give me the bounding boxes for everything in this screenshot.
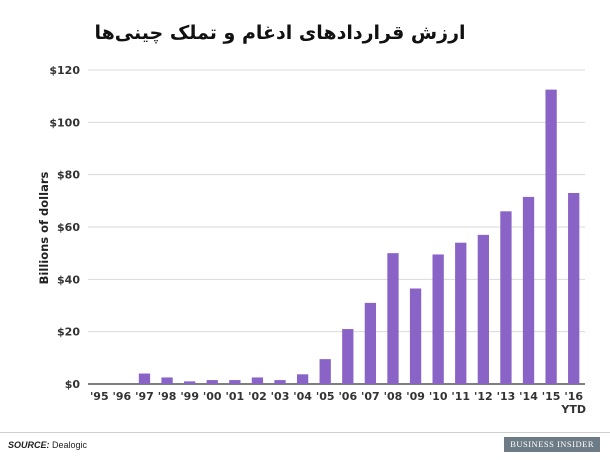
y-tick-label: $40 (57, 273, 80, 286)
x-tick-label: '02 (248, 390, 267, 403)
business-insider-logo: BUSINESS INSIDER (504, 437, 600, 452)
x-tick-label: '95 (90, 390, 109, 403)
bar (545, 89, 557, 384)
y-tick-label: $0 (65, 378, 81, 391)
x-tick-label: '07 (361, 390, 380, 403)
y-tick-label: $120 (49, 64, 80, 77)
y-tick-label: $20 (57, 326, 80, 339)
bar (138, 373, 151, 384)
bar (296, 374, 309, 384)
x-tick-label: '12 (474, 390, 493, 403)
bar (409, 288, 422, 384)
x-axis-ticks: '95 '96'97 '98'99 '00'01 '02 '03'04 '05'06 '07 '… (90, 390, 586, 416)
bar (522, 196, 535, 384)
bar (342, 329, 354, 384)
x-tick-label: '13 (497, 390, 516, 403)
x-tick-label: '98 (158, 390, 177, 403)
bar (229, 380, 241, 384)
x-tick-label: '16 (564, 390, 583, 403)
x-tick-sublabel: YTD (560, 403, 586, 416)
bar (432, 254, 444, 384)
bar-chart: $0 $20 $40 $60 $80 $100 $120 '95 '96'97 '98'99 '0… (37, 64, 586, 416)
bar (500, 211, 512, 384)
bar (161, 377, 173, 384)
bar (387, 253, 399, 384)
chart-title: ارزش قراردادهای ادغام و تملک چینی‌ها (94, 22, 466, 44)
x-tick-label: '03 (271, 390, 290, 403)
footer-divider (0, 432, 610, 433)
bar (274, 380, 286, 384)
bar (184, 381, 196, 384)
x-tick-label: '05 (316, 390, 335, 403)
source-label: SOURCE: (8, 440, 50, 450)
source-value: Dealogic (52, 440, 88, 450)
bar (364, 302, 377, 384)
x-tick-label: '11 (451, 390, 470, 403)
y-tick-label: $80 (57, 169, 80, 182)
source-note: SOURCE: Dealogic (8, 440, 87, 450)
bar (206, 380, 218, 384)
x-tick-label: '04 (293, 390, 312, 403)
y-axis-ticks: $0 $20 $40 $60 $80 $100 $120 (49, 64, 80, 391)
bars (138, 89, 580, 384)
x-tick-label: '10 (429, 390, 448, 403)
x-tick-label: '09 (406, 390, 425, 403)
x-tick-label: '15 (542, 390, 561, 403)
bar (251, 377, 264, 384)
x-tick-label: '08 (384, 390, 403, 403)
x-tick-label: '01 (225, 390, 244, 403)
y-tick-label: $60 (57, 221, 80, 234)
x-tick-label: '00 (203, 390, 222, 403)
x-tick-label: '96 (113, 390, 132, 403)
bar (477, 234, 489, 384)
x-tick-label: '14 (519, 390, 538, 403)
bar (455, 242, 467, 384)
y-tick-label: $100 (49, 116, 80, 129)
bar (568, 192, 580, 384)
x-tick-label: '97 (135, 390, 154, 403)
y-axis-label: Billions of dollars (37, 172, 51, 285)
x-tick-label: '06 (338, 390, 357, 403)
x-tick-label: '99 (180, 390, 199, 403)
bar (319, 359, 331, 384)
